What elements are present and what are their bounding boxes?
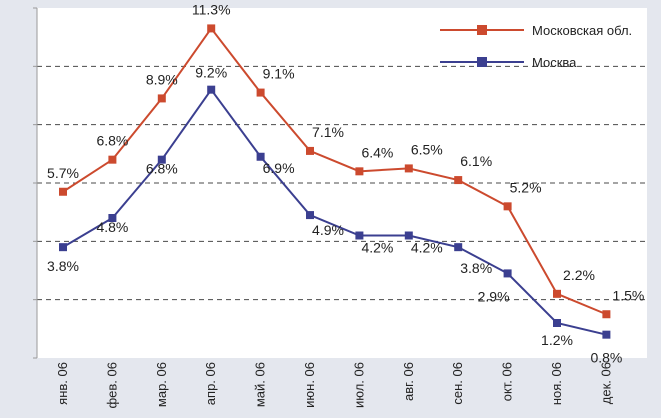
legend-label-moscow: Москва (532, 55, 577, 70)
data-label: 9.1% (263, 66, 295, 82)
data-labels: 5.7% 6.8% 8.9% 11.3% 9.1% 7.1% 6.4% 6.5% 6.1% 5.2… (47, 1, 644, 365)
x-tick-label: мар. 06 (154, 362, 169, 407)
data-point (553, 319, 561, 327)
data-label: 5.2% (510, 179, 542, 195)
data-point (59, 243, 67, 252)
data-point (306, 211, 314, 220)
x-tick-label: ноя. 06 (549, 362, 564, 405)
data-point (108, 214, 117, 222)
y-axis-ticks (33, 7, 37, 359)
data-label: 4.2% (411, 240, 443, 256)
data-label: 9.2% (195, 65, 227, 81)
gridlines (37, 65, 647, 301)
data-label: 0.8% (590, 350, 622, 366)
data-label: 5.7% (47, 165, 79, 181)
data-label: 6.8% (96, 133, 128, 149)
data-label: 6.4% (361, 144, 393, 160)
data-point (207, 85, 216, 94)
data-point (454, 176, 463, 185)
data-point (157, 155, 166, 164)
data-label: 4.2% (361, 240, 393, 256)
data-point (207, 24, 216, 33)
data-label: 6.5% (411, 141, 443, 157)
data-point (602, 310, 611, 319)
data-label: 8.9% (146, 71, 178, 87)
data-label: 6.8% (146, 161, 178, 177)
x-tick-label: май. 06 (253, 362, 268, 407)
legend: Московская обл. Москва (440, 23, 632, 70)
x-tick-label: июн. 06 (302, 362, 317, 408)
x-tick-label: дек. 06 (598, 362, 613, 404)
data-label: 3.8% (47, 258, 79, 274)
data-label: 2.9% (478, 288, 510, 304)
legend-label-moscow-oblast: Московская обл. (532, 23, 632, 38)
data-point (602, 330, 611, 339)
data-point (503, 202, 512, 211)
data-point (503, 269, 512, 278)
data-label: 11.3% (192, 1, 231, 17)
data-label: 6.1% (460, 153, 492, 169)
x-tick-label: янв. 06 (55, 362, 70, 405)
data-label: 3.8% (460, 260, 492, 276)
x-tick-label: фев. 06 (104, 362, 119, 409)
x-tick-label: сен. 06 (450, 362, 465, 405)
data-label: 6.9% (263, 160, 295, 176)
x-tick-label: авг. 06 (401, 362, 416, 401)
x-tick-label: окт. 06 (500, 362, 515, 401)
data-point (404, 231, 413, 240)
data-point (404, 164, 413, 173)
data-label: 1.5% (612, 287, 644, 303)
legend-marker-moscow (477, 57, 487, 67)
data-point (256, 88, 265, 97)
data-point (306, 146, 314, 155)
x-axis-ticks: янв. 06 фев. 06 мар. 06 апр. 06 май. 06 июн. … (55, 362, 613, 409)
data-point (355, 231, 364, 240)
data-point (108, 155, 117, 164)
data-point (157, 94, 166, 103)
series-layer (59, 24, 611, 339)
data-point (454, 243, 463, 252)
data-label: 2.2% (563, 267, 595, 283)
data-label: 4.9% (312, 222, 344, 238)
data-label: 7.1% (312, 124, 344, 140)
legend-marker-moscow-oblast (477, 25, 487, 35)
series-line-moscow (62, 87, 607, 336)
data-point (355, 167, 364, 176)
x-tick-label: апр. 06 (203, 362, 218, 405)
data-label: 4.8% (96, 219, 128, 235)
series-line-moscow-oblast (62, 26, 607, 316)
data-point (553, 289, 561, 298)
x-tick-label: июл. 06 (351, 362, 366, 408)
data-label: 1.2% (541, 332, 573, 348)
data-point (59, 187, 67, 196)
data-point (256, 152, 265, 161)
